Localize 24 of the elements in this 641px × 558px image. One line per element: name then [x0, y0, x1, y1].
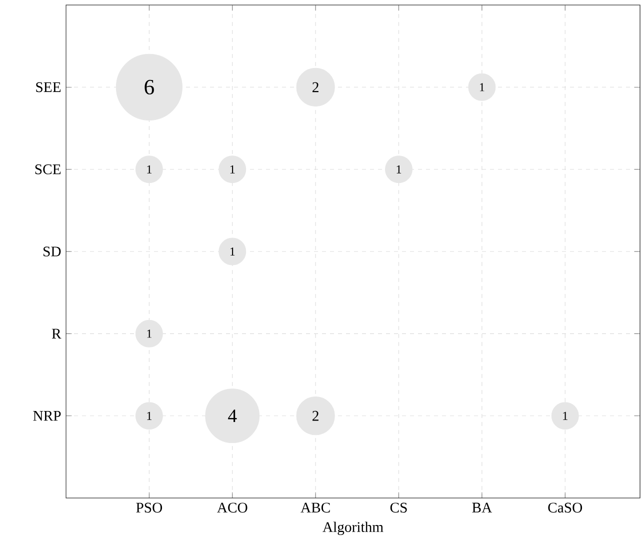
data-label: 1	[147, 165, 152, 174]
data-label: 1	[480, 83, 484, 92]
y-tick-label: R	[52, 328, 62, 338]
data-label: 1	[396, 165, 402, 174]
y-tick-label: SCE	[35, 164, 61, 174]
y-tick-label: SEE	[36, 82, 61, 92]
x-tick-label: ACO	[217, 502, 248, 513]
data-label: 2	[312, 82, 318, 92]
x-tick-label: ABC	[300, 502, 330, 513]
data-label: 1	[230, 248, 235, 256]
x-tick-label: PSO	[136, 502, 162, 513]
data-label: 1	[563, 412, 568, 420]
x-tick-label: BA	[472, 502, 492, 512]
y-tick-label: SD	[44, 246, 61, 256]
x-axis-title: Algorithm	[322, 522, 384, 536]
data-label: 1	[147, 412, 152, 420]
x-tick-label: CaSO	[548, 502, 582, 513]
data-label: 4	[228, 410, 237, 422]
data-label: 6	[144, 80, 154, 94]
data-label: 1	[147, 330, 152, 338]
y-tick-label: NRP	[33, 411, 61, 421]
data-label: 1	[230, 165, 235, 174]
x-tick-label: CS	[390, 502, 407, 513]
data-label: 2	[312, 410, 318, 421]
